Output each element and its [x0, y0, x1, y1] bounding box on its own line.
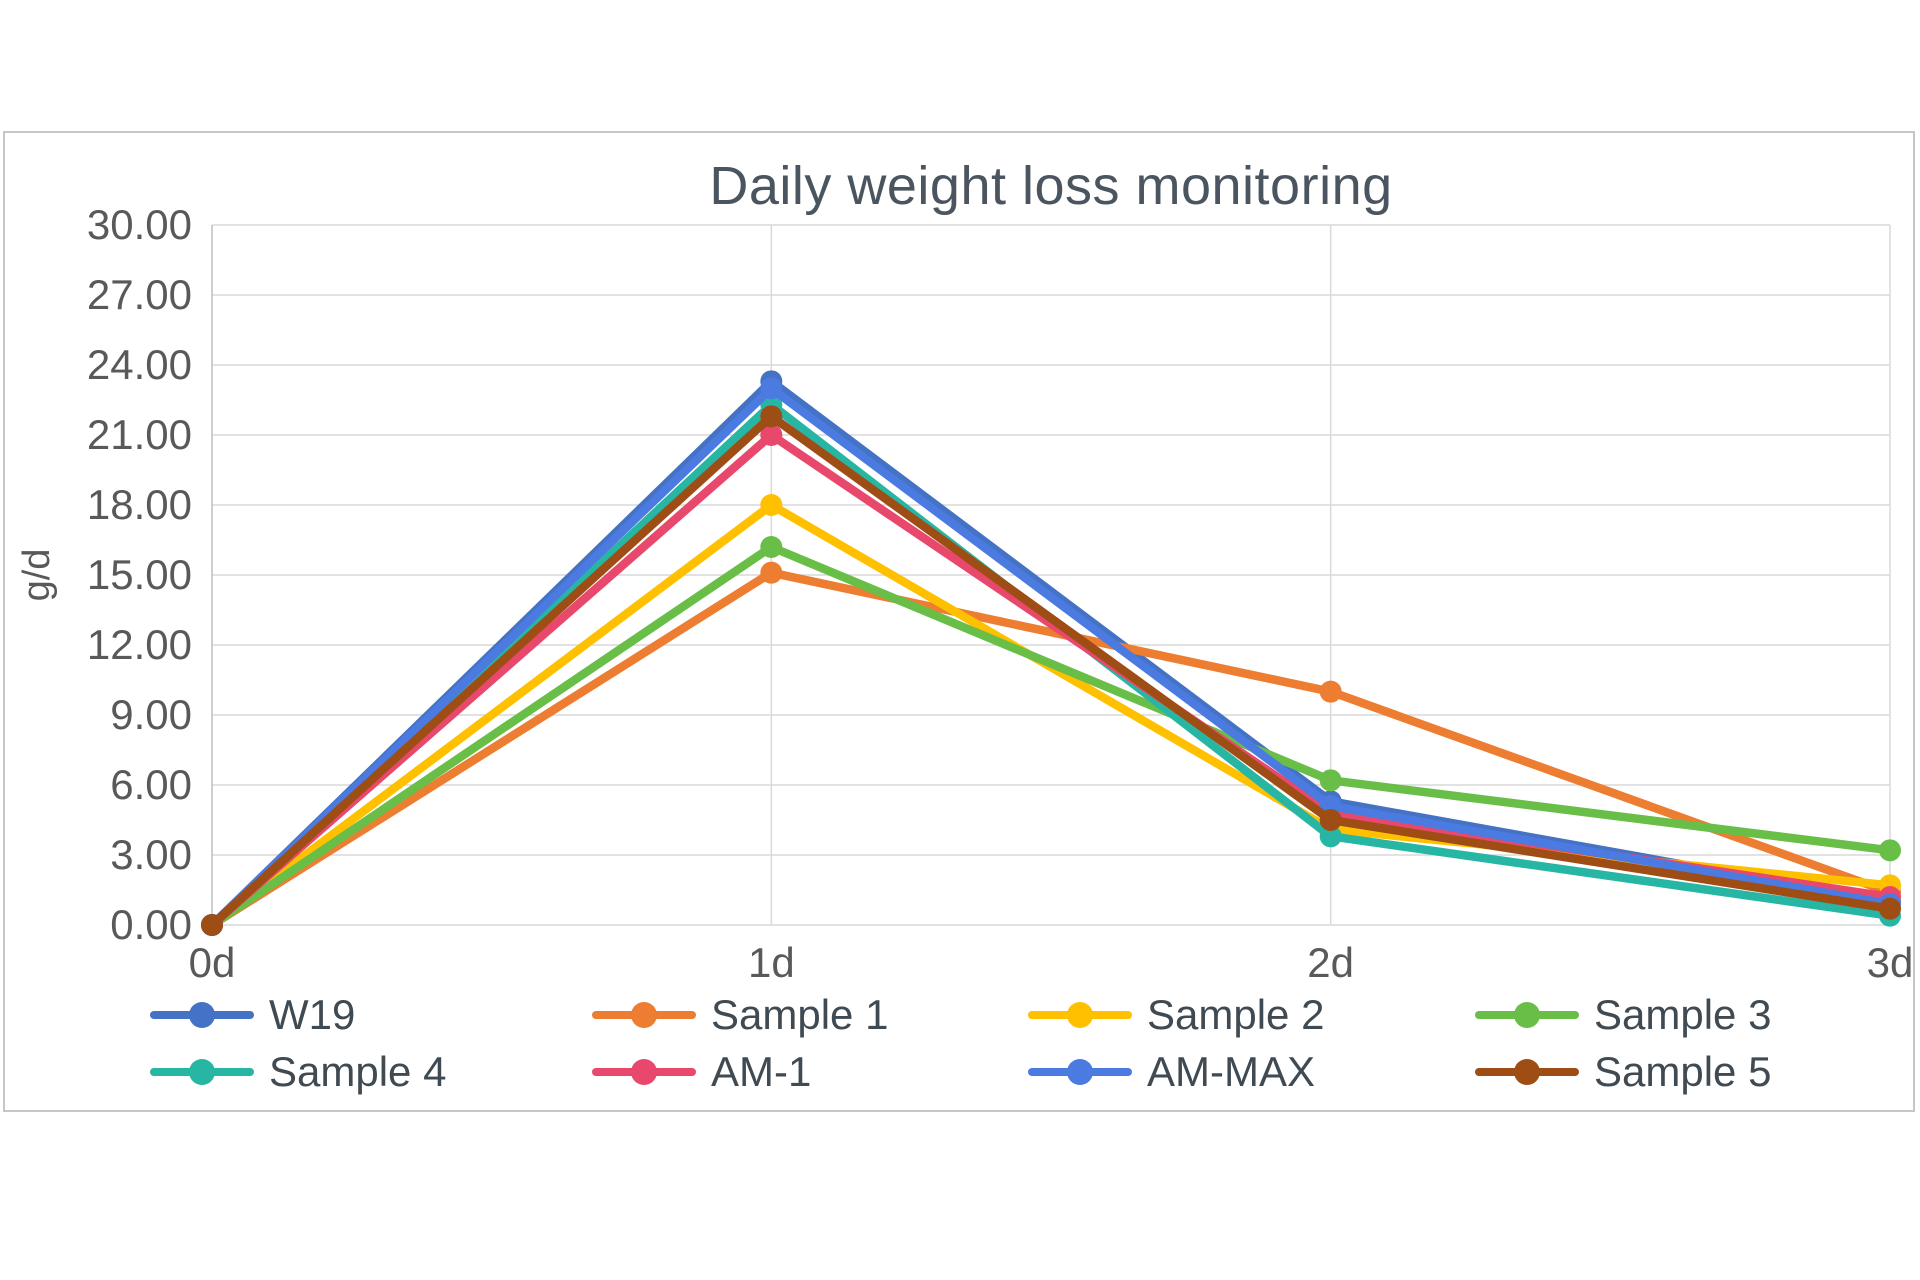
svg-text:6.00: 6.00 [110, 761, 192, 808]
legend-marker [1475, 1059, 1579, 1085]
svg-text:0d: 0d [189, 939, 236, 986]
legend-item-am-1: AM-1 [592, 1048, 811, 1096]
legend-label: Sample 3 [1594, 991, 1772, 1038]
legend-marker-dot [189, 1059, 215, 1085]
legend-marker [1475, 1002, 1579, 1028]
legend-item-sample-5: Sample 5 [1475, 1048, 1771, 1096]
svg-text:21.00: 21.00 [87, 411, 192, 458]
legend-label: Sample 1 [711, 991, 889, 1038]
legend-marker-dot [1067, 1059, 1093, 1085]
legend-marker [150, 1059, 254, 1085]
legend-item-w19: W19 [150, 991, 355, 1039]
svg-text:15.00: 15.00 [87, 551, 192, 598]
legend-label: Sample 4 [269, 1048, 447, 1095]
svg-text:12.00: 12.00 [87, 621, 192, 668]
legend-item-am-max: AM-MAX [1028, 1048, 1315, 1096]
legend-item-sample-1: Sample 1 [592, 991, 888, 1039]
svg-text:9.00: 9.00 [110, 691, 192, 738]
legend-marker-dot [1514, 1002, 1540, 1028]
svg-text:2d: 2d [1307, 939, 1354, 986]
legend-marker [1028, 1059, 1132, 1085]
svg-text:18.00: 18.00 [87, 481, 192, 528]
legend-marker [150, 1002, 254, 1028]
chart-title: Daily weight loss monitoring [709, 156, 1393, 216]
legend-label: AM-MAX [1147, 1048, 1315, 1095]
legend-marker [592, 1002, 696, 1028]
svg-text:g/d: g/d [16, 549, 58, 602]
line-chart: 0.00 3.00 6.00 9.00 12.00 15.00 18.00 21.00 24.0… [16, 201, 1913, 986]
legend-marker-dot [1067, 1002, 1093, 1028]
legend-label: AM-1 [711, 1048, 812, 1095]
legend-label: Sample 2 [1147, 991, 1325, 1038]
legend-marker-dot [189, 1002, 215, 1028]
legend-marker-dot [1514, 1059, 1540, 1085]
legend-marker [592, 1059, 696, 1085]
svg-text:30.00: 30.00 [87, 201, 192, 248]
legend-marker-dot [631, 1059, 657, 1085]
legend-label: W19 [269, 991, 356, 1038]
chart-panel: Daily weight loss monitoring 0.00 3.00 6.0… [3, 131, 1915, 1112]
svg-text:3d: 3d [1867, 939, 1913, 986]
svg-text:27.00: 27.00 [87, 271, 192, 318]
legend-item-sample-2: Sample 2 [1028, 991, 1324, 1039]
legend-marker-dot [631, 1002, 657, 1028]
svg-text:0.00: 0.00 [110, 901, 192, 948]
legend-item-sample-4: Sample 4 [150, 1048, 446, 1096]
legend-marker [1028, 1002, 1132, 1028]
svg-text:3.00: 3.00 [110, 831, 192, 878]
legend-item-sample-3: Sample 3 [1475, 991, 1771, 1039]
svg-text:24.00: 24.00 [87, 341, 192, 388]
svg-text:1d: 1d [748, 939, 795, 986]
legend-label: Sample 5 [1594, 1048, 1772, 1095]
